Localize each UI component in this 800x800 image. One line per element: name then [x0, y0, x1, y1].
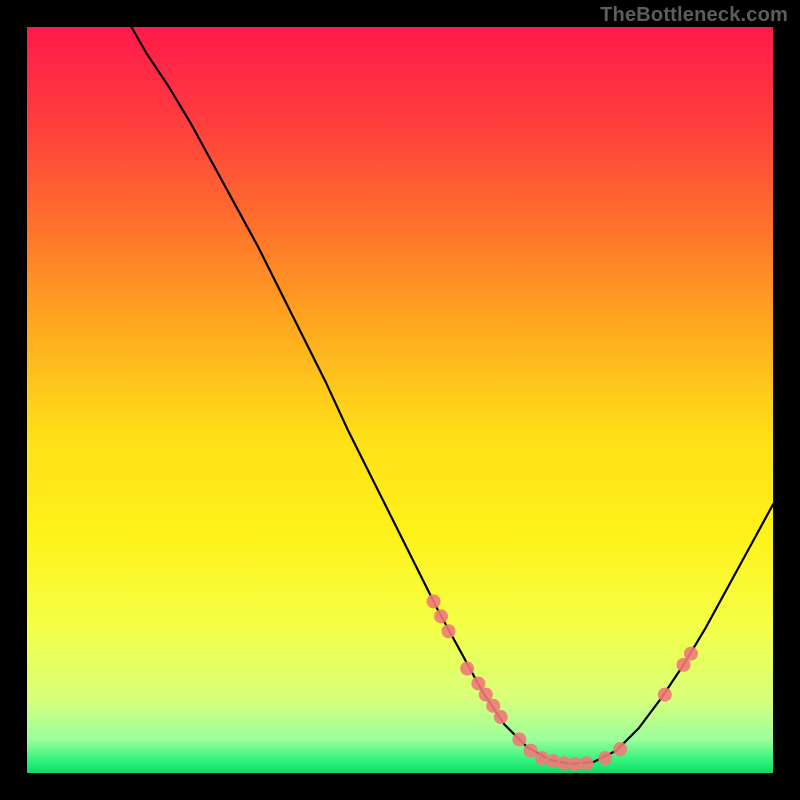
data-marker — [441, 624, 455, 638]
data-marker — [512, 732, 526, 746]
data-marker — [658, 688, 672, 702]
data-marker — [684, 647, 698, 661]
data-marker — [580, 756, 594, 770]
data-marker — [434, 609, 448, 623]
data-marker — [460, 662, 474, 676]
watermark-text: TheBottleneck.com — [600, 4, 788, 27]
data-marker — [494, 710, 508, 724]
gradient-background — [27, 27, 773, 773]
data-marker — [427, 594, 441, 608]
data-marker — [598, 751, 612, 765]
chart-container: TheBottleneck.com — [0, 0, 800, 800]
data-marker — [613, 742, 627, 756]
bottleneck-chart — [27, 27, 773, 773]
